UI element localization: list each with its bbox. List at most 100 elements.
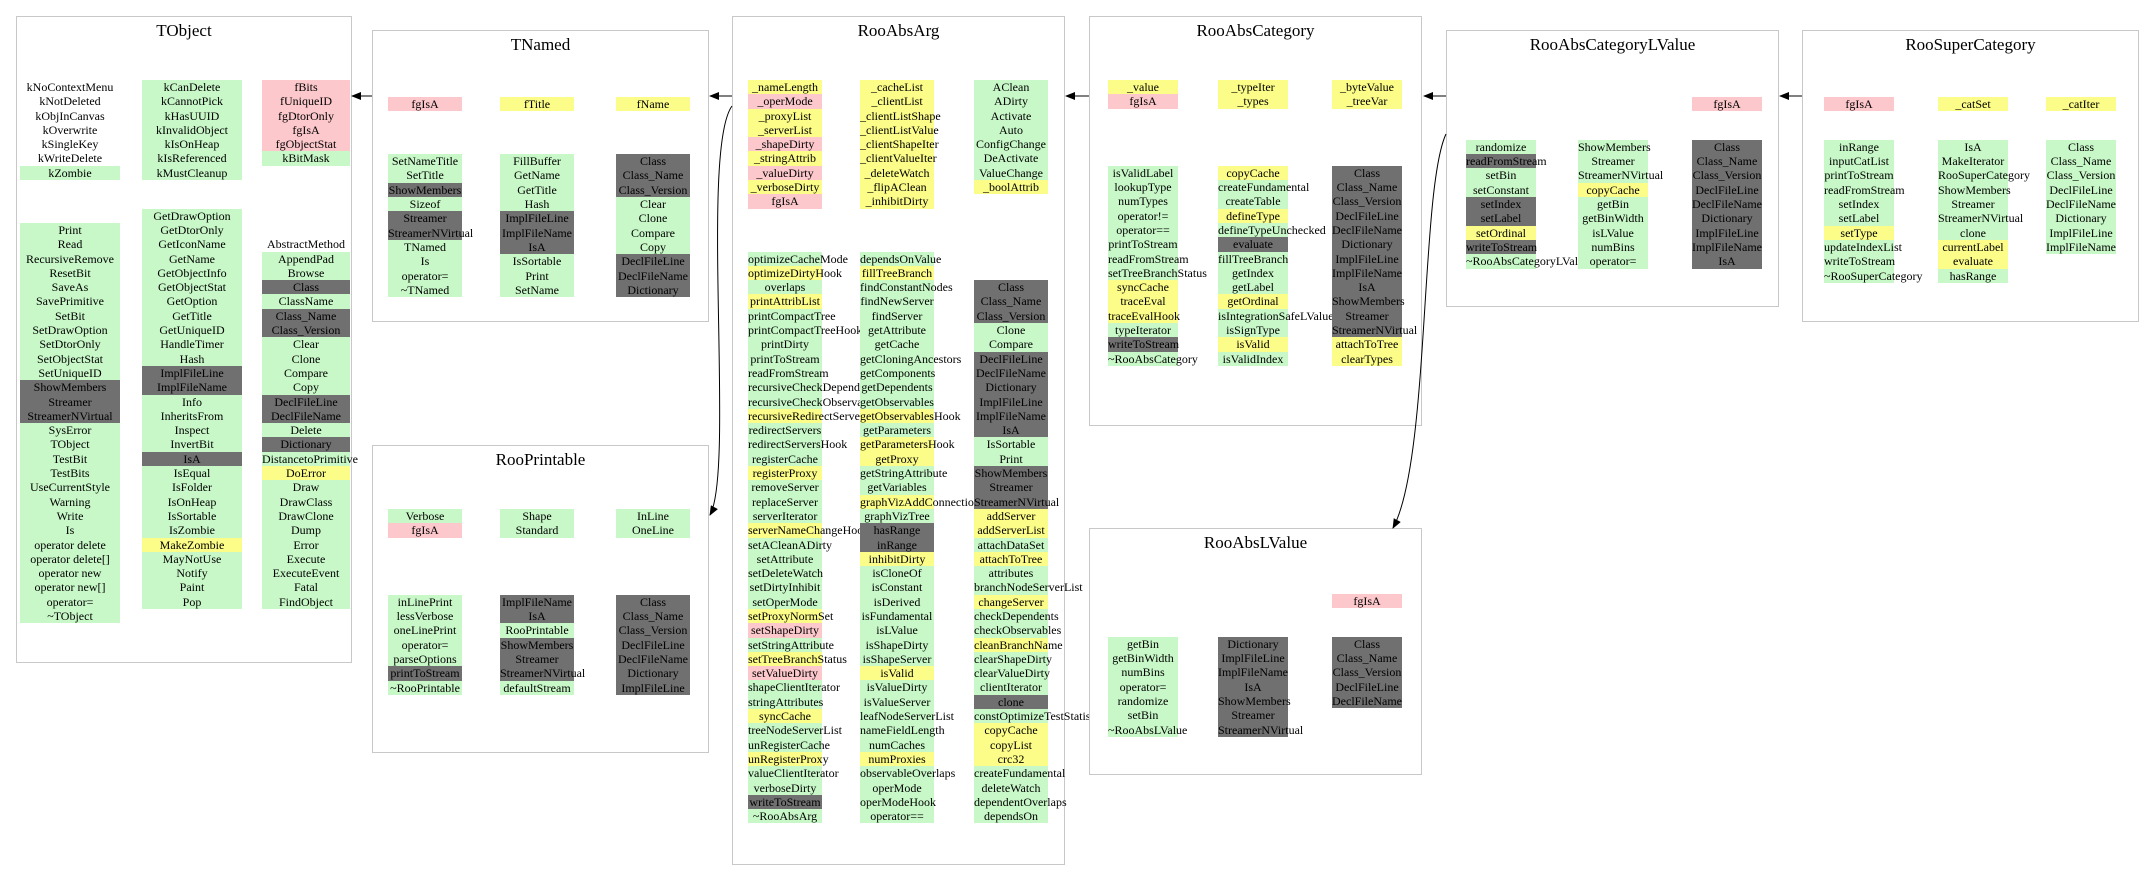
member-item: getBin bbox=[1108, 636, 1178, 652]
member-item: Auto bbox=[974, 122, 1048, 138]
member-item: fTitle bbox=[500, 97, 574, 112]
class-title: RooAbsLValue bbox=[1203, 533, 1308, 552]
member-spacer bbox=[616, 140, 690, 154]
member-item: fgDtorOnly bbox=[262, 108, 350, 123]
member-item: clientIterator bbox=[974, 680, 1048, 695]
member-item: Class_Name bbox=[1332, 651, 1402, 666]
member-item: ShowMembers bbox=[388, 182, 462, 198]
member-item: Class_Name bbox=[974, 294, 1048, 309]
member-item: kZombie bbox=[20, 165, 120, 181]
member-spacer bbox=[388, 538, 462, 552]
member-item: Hash bbox=[500, 197, 574, 212]
member-item: RooSuperCategory bbox=[1938, 168, 2030, 183]
member-item: _serverList bbox=[748, 122, 822, 138]
member-item: SetDrawOption bbox=[20, 323, 120, 338]
member-item: Sizeof bbox=[388, 197, 462, 212]
class-title: RooPrintable bbox=[495, 450, 586, 469]
member-item: clearShapeDirty bbox=[974, 651, 1052, 667]
member-item: setDirtyInhibit bbox=[748, 580, 822, 595]
member-item: printToStream bbox=[748, 351, 822, 366]
member-item: setTreeBranchStatus bbox=[748, 651, 847, 667]
member-column: Dictionary ImplFileLine ImplFileName IsA Sho… bbox=[1218, 594, 1304, 737]
member-item: MayNotUse bbox=[142, 551, 242, 567]
member-item: StreamerNVirtual bbox=[974, 494, 1060, 509]
member-item: printToStream bbox=[388, 666, 462, 681]
member-item: setIndex bbox=[1466, 197, 1536, 212]
member-spacer bbox=[262, 194, 350, 208]
member-item: SetTitle bbox=[388, 168, 462, 183]
member-spacer bbox=[2046, 126, 2116, 140]
member-item: AppendPad bbox=[262, 251, 350, 266]
member-item: Clone bbox=[262, 351, 350, 366]
member-item: DeclFileLine bbox=[616, 637, 690, 652]
member-spacer bbox=[388, 552, 462, 566]
member-item: setOperMode bbox=[748, 594, 822, 609]
member-item: DeclFileLine bbox=[2046, 182, 2116, 198]
member-spacer bbox=[860, 237, 934, 251]
member-item: getAttribute bbox=[860, 323, 934, 338]
member-spacer bbox=[748, 223, 822, 237]
member-item: Shape bbox=[500, 509, 574, 524]
member-item: findConstantNodes bbox=[860, 280, 953, 295]
member-item: _verboseDirty bbox=[748, 180, 822, 195]
member-item: Inspect bbox=[142, 423, 242, 438]
member-item: GetOption bbox=[142, 294, 242, 309]
member-item: IsSortable bbox=[500, 254, 574, 269]
member-item: StreamerNVirtual bbox=[1218, 722, 1304, 737]
member-item: ImplFileName bbox=[142, 380, 242, 395]
class-title: RooAbsCategory bbox=[1196, 21, 1315, 40]
member-item: _proxyList bbox=[748, 108, 822, 123]
member-item: getCloningAncestors bbox=[860, 351, 962, 366]
member-item: setShapeDirty bbox=[748, 623, 822, 638]
member-item: isConstant bbox=[860, 580, 934, 595]
member-item: TObject bbox=[20, 437, 120, 452]
member-item: operator= bbox=[20, 594, 120, 609]
member-item: Execute bbox=[262, 551, 350, 567]
member-spacer bbox=[616, 111, 690, 125]
member-item: dependsOn bbox=[974, 809, 1048, 824]
member-item: registerCache bbox=[748, 451, 822, 467]
member-item: Is bbox=[388, 254, 462, 269]
member-item: DeclFileLine bbox=[1332, 679, 1402, 695]
member-item: copyCache bbox=[1218, 165, 1288, 181]
member-item: operator new[] bbox=[20, 580, 120, 595]
member-item: GetName bbox=[142, 251, 242, 266]
member-spacer bbox=[860, 223, 934, 237]
member-item: writeToStream bbox=[1824, 254, 1896, 269]
member-item: isIntegrationSafeLValue bbox=[1218, 308, 1334, 324]
member-spacer bbox=[1332, 123, 1402, 137]
member-item: readFromStream bbox=[1466, 154, 1547, 169]
member-item: _deleteWatch bbox=[860, 165, 934, 181]
member-item: evaluate bbox=[1218, 237, 1288, 252]
member-item: ImplFileName bbox=[1332, 265, 1402, 281]
member-item: Class_Version bbox=[616, 623, 690, 638]
member-item: Paint bbox=[142, 580, 242, 595]
member-item: kObjInCanvas bbox=[35, 108, 105, 123]
member-item: optimizeCacheMode bbox=[748, 251, 848, 266]
member-item: isValid bbox=[860, 666, 934, 681]
member-item: MakeIterator bbox=[1938, 154, 2008, 169]
member-item: registerProxy bbox=[748, 466, 822, 481]
member-spacer bbox=[1938, 111, 2008, 125]
member-spacer bbox=[860, 209, 934, 223]
member-item: _flipAClean bbox=[860, 180, 934, 195]
member-column: kNoContextMenu kNotDeleted kObjInCanvas kOv… bbox=[20, 80, 120, 624]
member-item: getVariables bbox=[860, 480, 934, 495]
member-item: SavePrimitive bbox=[20, 294, 120, 309]
member-item: DeclFileName bbox=[616, 651, 690, 667]
member-item: fgIsA bbox=[1332, 594, 1402, 609]
member-item: syncCache bbox=[1108, 280, 1178, 295]
member-item: dependentOverlaps bbox=[974, 794, 1067, 810]
member-item: operator= bbox=[388, 637, 462, 652]
member-item: isDerived bbox=[860, 594, 934, 609]
member-item: SaveAs bbox=[20, 280, 120, 295]
member-item: GetObjectInfo bbox=[142, 265, 242, 281]
member-item: Streamer bbox=[1578, 154, 1648, 169]
member-item: DistancetoPrimitive bbox=[262, 451, 358, 467]
member-item: Class_Version bbox=[616, 182, 690, 198]
member-item: Streamer bbox=[388, 211, 462, 226]
member-item: Draw bbox=[262, 480, 350, 495]
member-item: IsA bbox=[1692, 254, 1762, 269]
member-item: ImplFileName bbox=[500, 594, 574, 610]
member-item: getProxy bbox=[860, 451, 934, 467]
